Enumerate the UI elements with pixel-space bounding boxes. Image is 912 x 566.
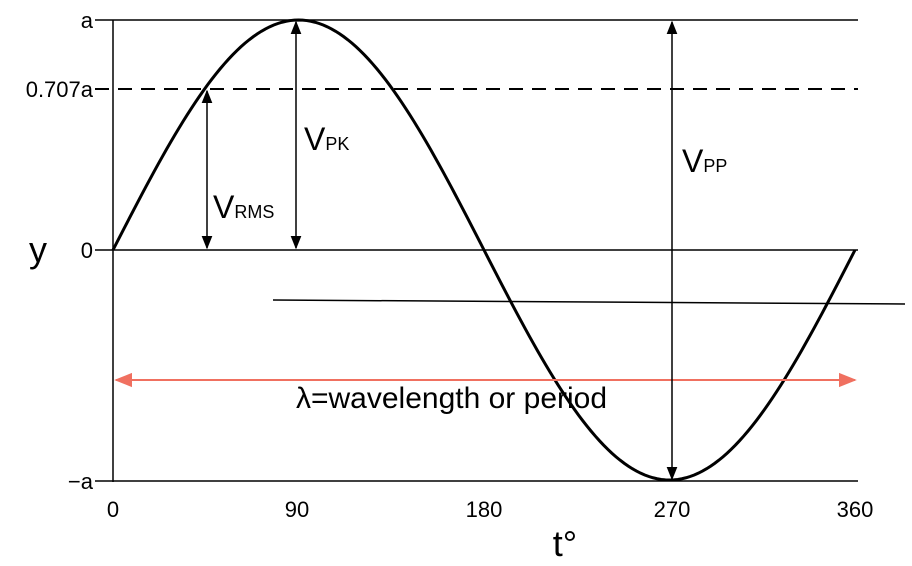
vpp-label: VPP — [682, 143, 727, 179]
vrms-label-main: V — [213, 189, 235, 225]
vpk-label: VPK — [304, 121, 349, 157]
y-tick-minus-a: −a — [68, 469, 94, 494]
sine-curve — [111, 18, 857, 482]
vrms-label-sub: RMS — [234, 202, 274, 222]
x-tick-0: 0 — [107, 497, 119, 522]
vpp-label-main: V — [682, 143, 704, 179]
wavelength-label: λ=wavelength or period — [296, 382, 607, 415]
vpp-label-sub: PP — [703, 156, 727, 176]
stray-line — [272, 299, 906, 305]
vrms-label: VRMS — [213, 189, 274, 225]
y-tick-a: a — [81, 8, 94, 33]
y-axis-name: y — [29, 229, 47, 270]
y-tick-0707a: 0.707a — [26, 77, 94, 102]
x-tick-270: 270 — [654, 497, 691, 522]
x-axis-name: t° — [553, 523, 577, 564]
vpk-label-main: V — [304, 121, 326, 157]
y-tick-0: 0 — [81, 238, 93, 263]
vpk-label-sub: PK — [325, 134, 349, 154]
x-tick-360: 360 — [837, 497, 874, 522]
x-tick-90: 90 — [285, 497, 309, 522]
x-tick-180: 180 — [466, 497, 503, 522]
